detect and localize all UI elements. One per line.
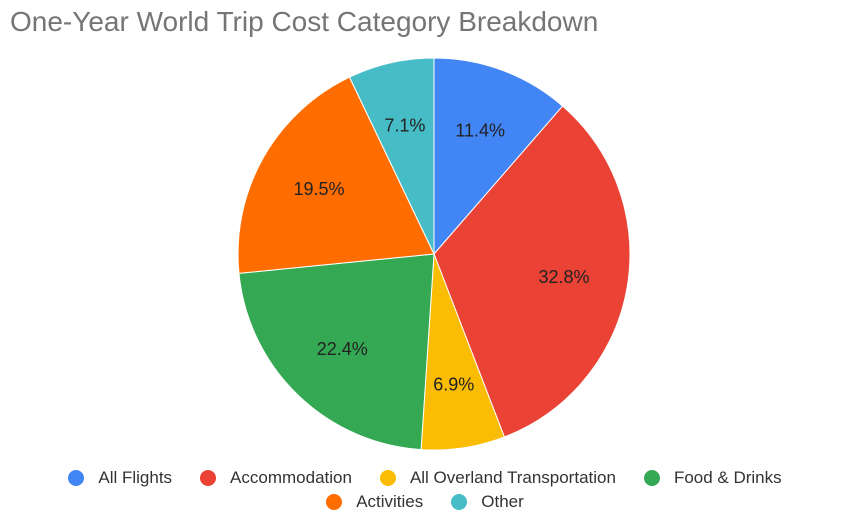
legend-item-all-flights[interactable]: All Flights [68,468,172,488]
pie-slice-activities[interactable] [237,76,435,274]
legend-item-accommodation[interactable]: Accommodation [200,468,352,488]
legend-row-1: All Flights Accommodation All Overland T… [0,466,850,490]
legend-item-activities[interactable]: Activities [326,492,423,512]
legend-label-food-drinks: Food & Drinks [673,468,782,487]
pie-slice-all-flights[interactable] [433,57,564,256]
legend-swatch-overland-transportation [379,470,396,486]
legend-item-food-drinks[interactable]: Food & Drinks [643,468,782,488]
legend-label-other: Other [481,492,524,511]
pie-slices [237,57,631,451]
legend-swatch-food-drinks [643,470,660,486]
pie-slice-labels: 11.4% 32.8% 6.9% 22.4% 19.5% 7.1% [293,115,589,394]
legend: All Flights Accommodation All Overland T… [0,466,850,514]
legend-swatch-accommodation [200,470,217,486]
pie-slice-label-other: 7.1% [384,115,425,135]
pie-slice-food-and-drinks[interactable] [238,253,435,451]
pie-slice-label-food-and-drinks: 22.4% [317,339,368,359]
pie-slice-label-all-overland-transportation: 6.9% [433,375,474,395]
legend-row-2: Activities Other [0,490,850,514]
legend-swatch-activities [326,494,343,510]
legend-label-overland-transportation: All Overland Transportation [409,468,616,487]
legend-swatch-other [451,494,468,510]
pie-slice-label-all-flights: 11.4% [455,120,505,140]
chart-title: One-Year World Trip Cost Category Breakd… [10,6,599,37]
pie-slice-label-activities: 19.5% [293,179,344,199]
legend-item-other[interactable]: Other [451,492,524,512]
pie-slice-label-accommodation: 32.8% [538,267,589,287]
legend-label-accommodation: Accommodation [230,468,352,487]
pie-slice-other[interactable] [348,57,435,255]
pie-slice-accommodation[interactable] [433,105,631,438]
pie-chart: 11.4% 32.8% 6.9% 22.4% 19.5% 7.1% [237,57,631,451]
legend-item-overland-transportation[interactable]: All Overland Transportation [379,468,616,488]
legend-label-activities: Activities [356,492,424,511]
legend-swatch-all-flights [68,470,85,486]
legend-label-all-flights: All Flights [98,468,173,487]
